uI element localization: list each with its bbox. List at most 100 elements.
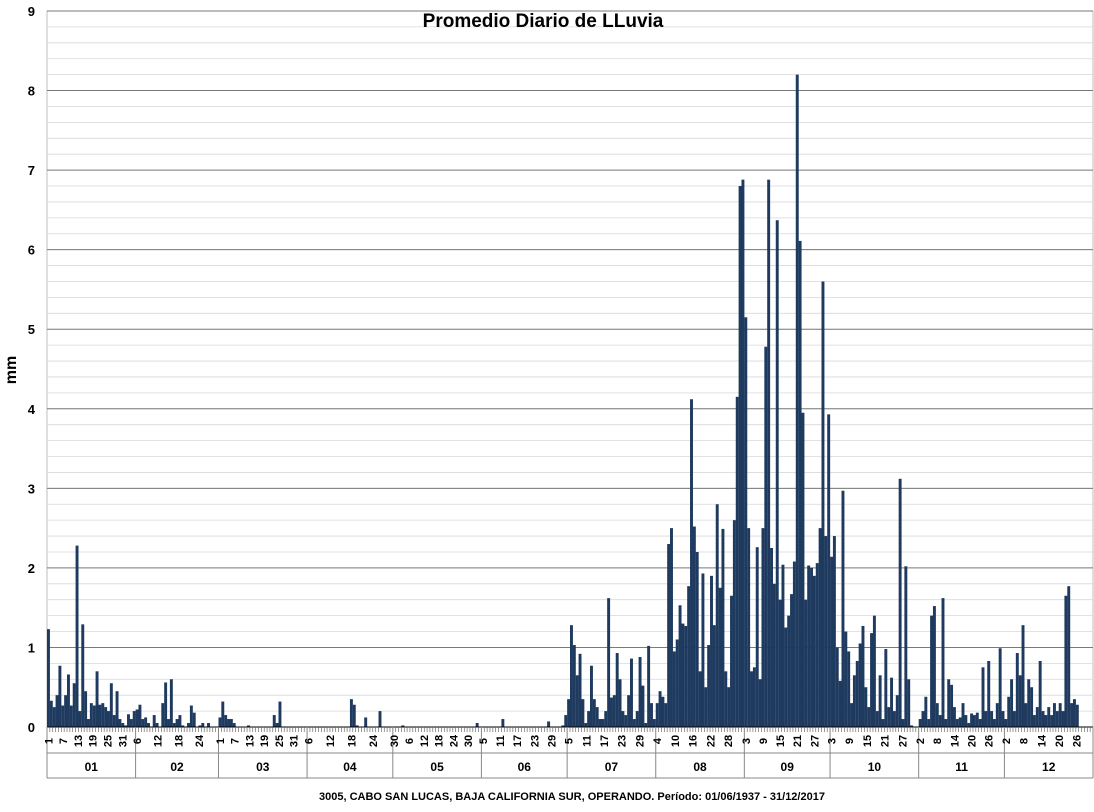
bar [575, 675, 579, 727]
bar [101, 703, 105, 727]
bar [227, 719, 230, 727]
bar [201, 723, 205, 727]
bar [229, 719, 233, 727]
bar [121, 723, 125, 727]
bar [141, 719, 145, 727]
bar [1055, 711, 1059, 727]
bar [827, 414, 831, 727]
bar [630, 658, 633, 727]
bar [781, 564, 785, 727]
bar [670, 528, 673, 727]
x-tick-label: 13 [73, 735, 85, 747]
bar [187, 723, 190, 727]
bar [144, 717, 148, 727]
bar [961, 703, 965, 727]
x-tick-label: 26 [1072, 735, 1084, 747]
x-tick-label: 11 [581, 735, 593, 747]
bar [764, 346, 768, 727]
bar [664, 703, 668, 727]
bar [744, 317, 748, 727]
bar [798, 240, 802, 727]
bar [167, 719, 170, 727]
y-tick-label: 6 [28, 243, 35, 258]
bar [807, 565, 811, 727]
x-tick-label: 20 [967, 735, 979, 747]
bar [761, 528, 765, 727]
x-tick-label: 6 [132, 738, 144, 744]
bar [1067, 586, 1071, 727]
bar [1010, 679, 1014, 727]
x-tick-label: 25 [274, 735, 286, 747]
bar [1012, 711, 1016, 727]
x-tick-label: 17 [512, 735, 524, 747]
bar [841, 490, 845, 727]
bar [852, 675, 856, 727]
bar [178, 715, 182, 727]
bar [830, 556, 834, 727]
bar [990, 711, 994, 727]
month-label: 01 [85, 760, 99, 774]
bar [755, 547, 759, 727]
bar [681, 623, 685, 727]
x-tick-label: 5 [564, 738, 576, 744]
x-tick-label: 30 [463, 735, 475, 747]
bar [1075, 704, 1079, 727]
bar [95, 671, 99, 727]
bar [752, 667, 756, 727]
bar [352, 704, 356, 727]
bar [698, 671, 702, 727]
x-tick-label: 26 [984, 735, 996, 747]
month-label: 10 [868, 760, 882, 774]
bar [49, 700, 53, 727]
bar [881, 719, 885, 727]
y-axis-ticks: 0 1 2 3 4 5 6 7 8 9 [28, 4, 36, 735]
bar [547, 721, 551, 727]
bar [624, 715, 628, 727]
bar [844, 631, 848, 727]
bar [221, 701, 225, 727]
x-tick-label: 21 [792, 735, 804, 747]
x-tick-label: 10 [670, 735, 682, 747]
bar [938, 715, 942, 727]
y-axis-label: mm [3, 356, 20, 384]
x-tick-label: 6 [404, 738, 416, 744]
bar [738, 186, 742, 727]
x-tick-label: 14 [1036, 734, 1048, 747]
bar [790, 594, 793, 727]
month-label: 09 [781, 760, 795, 774]
bar [161, 703, 165, 727]
bar [870, 633, 874, 727]
bar [930, 615, 934, 727]
x-tick-label: 1 [43, 738, 55, 744]
bar [901, 719, 905, 727]
bar [724, 671, 728, 727]
bar [132, 711, 136, 727]
month-label: 05 [430, 760, 444, 774]
bar [118, 719, 122, 727]
bar [207, 723, 210, 727]
x-tick-label: 22 [705, 735, 717, 747]
x-tick-label: 9 [844, 738, 856, 744]
bar [715, 504, 719, 727]
bar [601, 719, 605, 727]
bar [987, 660, 991, 727]
bar [198, 725, 202, 727]
bar [129, 719, 133, 727]
bar [707, 645, 711, 727]
bar [787, 615, 791, 727]
bar [55, 695, 59, 727]
x-tick-label: 30 [389, 735, 401, 747]
bar [572, 645, 576, 727]
bar [1052, 703, 1056, 727]
x-tick-label: 13 [244, 735, 256, 747]
bar [124, 725, 128, 727]
bar [650, 703, 653, 727]
bar [1072, 699, 1076, 727]
bar [47, 629, 50, 727]
bar [218, 717, 222, 727]
bar [590, 665, 593, 727]
bar [181, 725, 185, 727]
grid-lines [46, 10, 1094, 728]
bar [355, 725, 359, 727]
bar [964, 715, 968, 727]
